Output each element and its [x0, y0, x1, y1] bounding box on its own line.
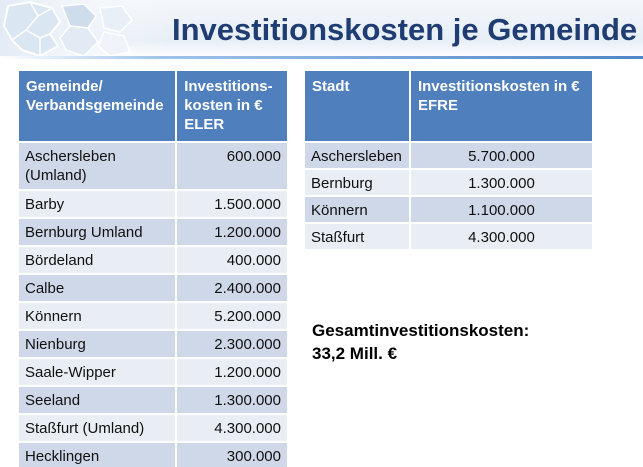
- cell-amount: 1.200.000: [175, 357, 289, 387]
- cell-amount: 5.200.000: [175, 301, 289, 331]
- column-header-stadt: Stadt: [303, 69, 411, 143]
- column-header-investment-efre: Investitionskosten in € EFRE: [408, 69, 595, 143]
- cell-city: Staßfurt: [303, 222, 411, 251]
- cell-amount: 1.200.000: [175, 217, 289, 247]
- table-row: Staßfurt (Umland) 4.300.000: [16, 413, 289, 443]
- cell-amount: 300.000: [175, 441, 289, 467]
- region-map-image: [0, 0, 170, 58]
- efre-cost-table: Stadt Investitionskosten in € EFRE Asche…: [303, 69, 595, 251]
- table-row: Hecklingen 300.000: [16, 441, 289, 467]
- cell-municipality: Könnern: [16, 301, 178, 331]
- table-row: Könnern 1.100.000: [303, 195, 595, 224]
- table-row: Nienburg 2.300.000: [16, 329, 289, 359]
- cell-amount: 4.300.000: [408, 222, 595, 251]
- header-divider: [0, 56, 643, 59]
- cell-city: Bernburg: [303, 168, 411, 197]
- cell-city: Könnern: [303, 195, 411, 224]
- table-row: Könnern 5.200.000: [16, 301, 289, 331]
- table-row: Aschersleben (Umland) 600.000: [16, 141, 289, 191]
- table-header-row: Stadt Investitionskosten in € EFRE: [303, 69, 595, 143]
- cell-amount: 1.300.000: [408, 168, 595, 197]
- cell-amount: 5.700.000: [408, 141, 595, 170]
- cell-municipality: Nienburg: [16, 329, 178, 359]
- cell-municipality: Aschersleben (Umland): [16, 141, 178, 191]
- cell-municipality: Staßfurt (Umland): [16, 413, 178, 443]
- cell-amount: 2.400.000: [175, 273, 289, 303]
- cell-amount: 1.500.000: [175, 189, 289, 219]
- table-row: Calbe 2.400.000: [16, 273, 289, 303]
- table-row: Seeland 1.300.000: [16, 385, 289, 415]
- table-row: Bernburg Umland 1.200.000: [16, 217, 289, 247]
- cell-city: Aschersleben: [303, 141, 411, 170]
- cell-amount: 400.000: [175, 245, 289, 275]
- column-header-gemeinde: Gemeinde/ Verbandsgemeinde: [16, 69, 178, 143]
- table-row: Bernburg 1.300.000: [303, 168, 595, 197]
- total-cost-label: Gesamtinvestitionskosten:: [312, 321, 530, 340]
- cell-amount: 2.300.000: [175, 329, 289, 359]
- cell-municipality: Bördeland: [16, 245, 178, 275]
- table-row: Aschersleben 5.700.000: [303, 141, 595, 170]
- cell-amount: 1.100.000: [408, 195, 595, 224]
- cell-municipality: Seeland: [16, 385, 178, 415]
- cell-amount: 600.000: [175, 141, 289, 191]
- table-row: Staßfurt 4.300.000: [303, 222, 595, 251]
- cell-municipality: Saale-Wipper: [16, 357, 178, 387]
- table-row: Saale-Wipper 1.200.000: [16, 357, 289, 387]
- page-title: Investitionskosten je Gemeinde: [172, 12, 638, 47]
- cell-municipality: Calbe: [16, 273, 178, 303]
- table-row: Bördeland 400.000: [16, 245, 289, 275]
- eler-cost-table: Gemeinde/ Verbandsgemeinde Investitions-…: [16, 69, 289, 467]
- cell-amount: 4.300.000: [175, 413, 289, 443]
- total-cost-summary: Gesamtinvestitionskosten: 33,2 Mill. €: [312, 319, 529, 365]
- column-header-investment-eler: Investitions-kosten in € ELER: [175, 69, 289, 143]
- cell-municipality: Hecklingen: [16, 441, 178, 467]
- cell-amount: 1.300.000: [175, 385, 289, 415]
- cell-municipality: Bernburg Umland: [16, 217, 178, 247]
- cell-municipality: Barby: [16, 189, 178, 219]
- table-header-row: Gemeinde/ Verbandsgemeinde Investitions-…: [16, 69, 289, 143]
- total-cost-value: 33,2 Mill. €: [312, 344, 398, 363]
- table-row: Barby 1.500.000: [16, 189, 289, 219]
